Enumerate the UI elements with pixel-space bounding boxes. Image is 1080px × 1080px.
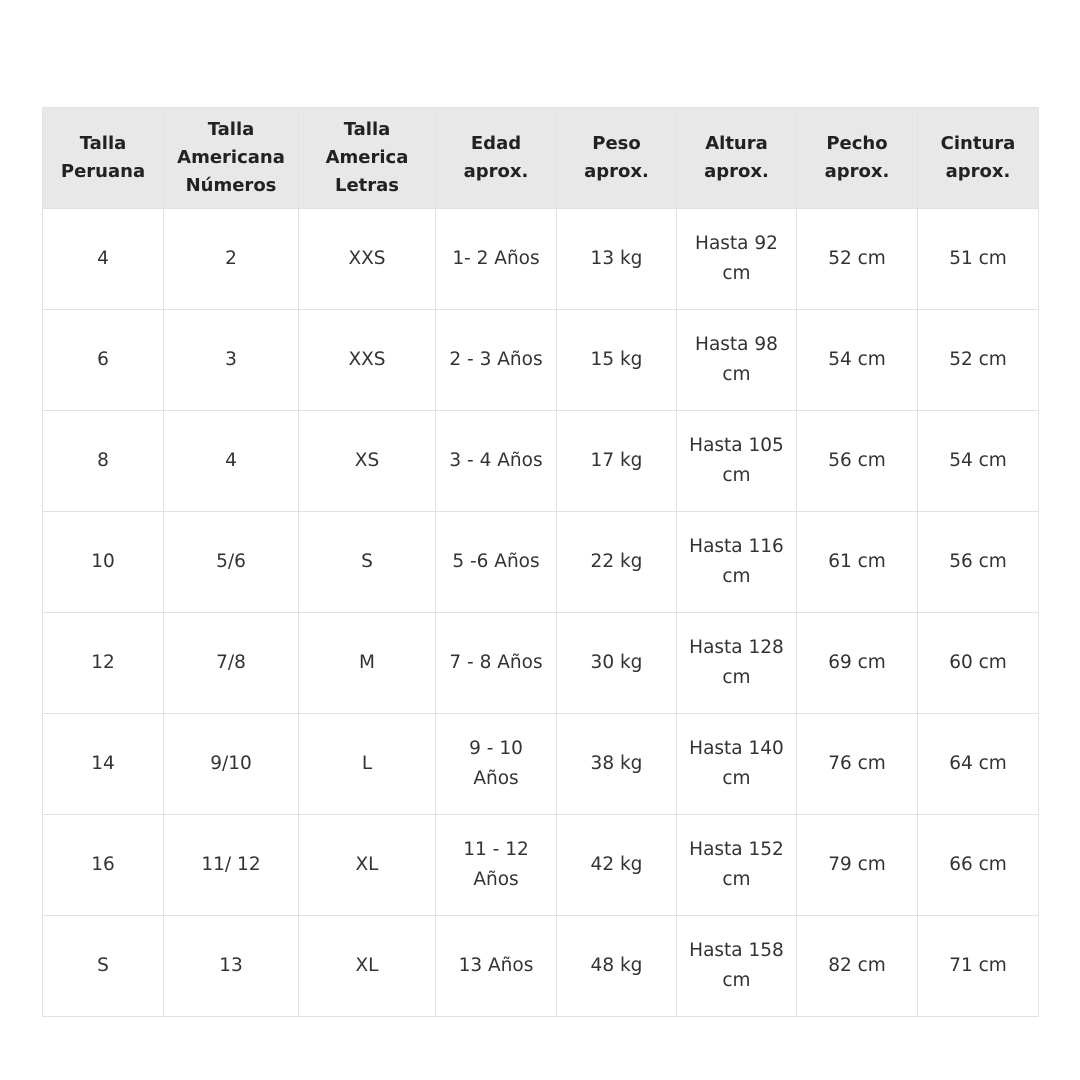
table-cell: 11 - 12 Años: [435, 814, 557, 916]
table-cell: 10: [42, 511, 164, 613]
table-row: 6 3 XXS 2 - 3 Años 15 kg Hasta 98 cm 54 cm 52 c…: [42, 309, 1039, 411]
table-cell: XS: [298, 410, 436, 512]
table-cell: 38 kg: [556, 713, 677, 815]
table-cell: Hasta 140 cm: [676, 713, 797, 815]
table-cell: 7/8: [163, 612, 299, 714]
table-cell: 69 cm: [796, 612, 918, 714]
table-cell: XXS: [298, 208, 436, 310]
table-cell: Hasta 92 cm: [676, 208, 797, 310]
table-cell: 12: [42, 612, 164, 714]
table-cell: 14: [42, 713, 164, 815]
table-row: 16 11/ 12 XL 11 - 12 Años 42 kg Hasta 152 cm 7…: [42, 814, 1039, 916]
table-cell: 13: [163, 915, 299, 1017]
table-cell: 22 kg: [556, 511, 677, 613]
column-header: Talla Peruana: [42, 107, 164, 209]
table-cell: 9 - 10 Años: [435, 713, 557, 815]
table-cell: L: [298, 713, 436, 815]
table-cell: Hasta 128 cm: [676, 612, 797, 714]
column-header: Talla Americana Números: [163, 107, 299, 209]
table-row: 14 9/10 L 9 - 10 Años 38 kg Hasta 140 cm 76 cm…: [42, 713, 1039, 815]
table-cell: Hasta 158 cm: [676, 915, 797, 1017]
table-cell: 56 cm: [796, 410, 918, 512]
size-chart-table: Talla Peruana Talla Americana Números Tall…: [42, 107, 1039, 1017]
table-cell: 7 - 8 Años: [435, 612, 557, 714]
table-cell: 9/10: [163, 713, 299, 815]
table-cell: 48 kg: [556, 915, 677, 1017]
table-cell: Hasta 152 cm: [676, 814, 797, 916]
table-cell: 1- 2 Años: [435, 208, 557, 310]
table-row: S 13 XL 13 Años 48 kg Hasta 158 cm 82 cm 71 cm: [42, 915, 1039, 1017]
table-cell: 13 Años: [435, 915, 557, 1017]
table-row: 10 5/6 S 5 -6 Años 22 kg Hasta 116 cm 61 cm 56 …: [42, 511, 1039, 613]
table-cell: Hasta 98 cm: [676, 309, 797, 411]
table-cell: 17 kg: [556, 410, 677, 512]
table-cell: 6: [42, 309, 164, 411]
table-cell: 76 cm: [796, 713, 918, 815]
table-cell: 71 cm: [917, 915, 1039, 1017]
table-cell: 52 cm: [796, 208, 918, 310]
table-cell: 16: [42, 814, 164, 916]
table-row: 12 7/8 M 7 - 8 Años 30 kg Hasta 128 cm 69 cm 60…: [42, 612, 1039, 714]
table-cell: 60 cm: [917, 612, 1039, 714]
table-cell: 79 cm: [796, 814, 918, 916]
table-cell: XXS: [298, 309, 436, 411]
table-cell: 54 cm: [917, 410, 1039, 512]
table-cell: 82 cm: [796, 915, 918, 1017]
table-cell: 4: [42, 208, 164, 310]
table-cell: 3 - 4 Años: [435, 410, 557, 512]
table-cell: 8: [42, 410, 164, 512]
table-cell: 15 kg: [556, 309, 677, 411]
table-cell: Hasta 116 cm: [676, 511, 797, 613]
table-cell: 5/6: [163, 511, 299, 613]
table-cell: 42 kg: [556, 814, 677, 916]
table-cell: XL: [298, 814, 436, 916]
table-cell: 54 cm: [796, 309, 918, 411]
column-header: Cintura aprox.: [917, 107, 1039, 209]
table-cell: 13 kg: [556, 208, 677, 310]
table-cell: S: [42, 915, 164, 1017]
table-row: 4 2 XXS 1- 2 Años 13 kg Hasta 92 cm 52 cm 51 cm: [42, 208, 1039, 310]
table-cell: 61 cm: [796, 511, 918, 613]
table-cell: 51 cm: [917, 208, 1039, 310]
table-cell: M: [298, 612, 436, 714]
column-header: Pecho aprox.: [796, 107, 918, 209]
column-header: Altura aprox.: [676, 107, 797, 209]
table-cell: 52 cm: [917, 309, 1039, 411]
table-cell: 11/ 12: [163, 814, 299, 916]
table-cell: XL: [298, 915, 436, 1017]
table-row: 8 4 XS 3 - 4 Años 17 kg Hasta 105 cm 56 cm 54 c…: [42, 410, 1039, 512]
table-cell: 56 cm: [917, 511, 1039, 613]
table-cell: 3: [163, 309, 299, 411]
table-cell: 2 - 3 Años: [435, 309, 557, 411]
column-header: Edad aprox.: [435, 107, 557, 209]
table-cell: S: [298, 511, 436, 613]
table-cell: 5 -6 Años: [435, 511, 557, 613]
column-header: Talla America Letras: [298, 107, 436, 209]
table-cell: 66 cm: [917, 814, 1039, 916]
table-cell: Hasta 105 cm: [676, 410, 797, 512]
table-cell: 2: [163, 208, 299, 310]
table-cell: 64 cm: [917, 713, 1039, 815]
header-row: Talla Peruana Talla Americana Números Tall…: [42, 107, 1039, 209]
table-cell: 30 kg: [556, 612, 677, 714]
column-header: Peso aprox.: [556, 107, 677, 209]
table-cell: 4: [163, 410, 299, 512]
